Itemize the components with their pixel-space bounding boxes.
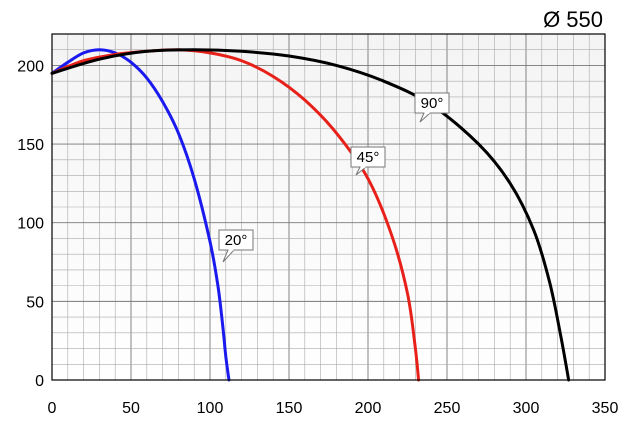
plot-frame (51, 33, 606, 381)
x-tick-label: 300 (513, 400, 540, 417)
x-tick-label: 150 (276, 400, 303, 417)
x-tick-label: 50 (122, 400, 140, 417)
series-label-callout: 45° (350, 146, 386, 176)
x-axis: 0 50 100 150 200 250 300 350 (48, 400, 619, 417)
series-group (50, 48, 571, 382)
series-label-callout: 90° (414, 92, 450, 123)
series-label-text: 20° (225, 232, 248, 249)
y-tick-label: 200 (17, 58, 44, 75)
series-label-text: 90° (421, 95, 444, 112)
series-labels: 20° 45° 90° (218, 92, 450, 263)
y-tick-label: 50 (26, 294, 44, 311)
x-tick-label: 350 (592, 400, 619, 417)
y-tick-label: 0 (35, 373, 44, 390)
y-axis: 0 50 100 150 200 (17, 58, 44, 390)
x-tick-label: 100 (197, 400, 224, 417)
y-tick-label: 150 (17, 137, 44, 154)
x-tick-label: 0 (48, 400, 57, 417)
y-tick-label: 100 (17, 216, 44, 233)
series-label-text: 45° (357, 149, 380, 166)
x-tick-label: 200 (355, 400, 382, 417)
chart-title: Ø 550 (543, 7, 603, 32)
series-label-callout: 20° (218, 229, 254, 263)
series-line (50, 48, 231, 382)
series-line (50, 48, 571, 382)
x-tick-label: 250 (434, 400, 461, 417)
